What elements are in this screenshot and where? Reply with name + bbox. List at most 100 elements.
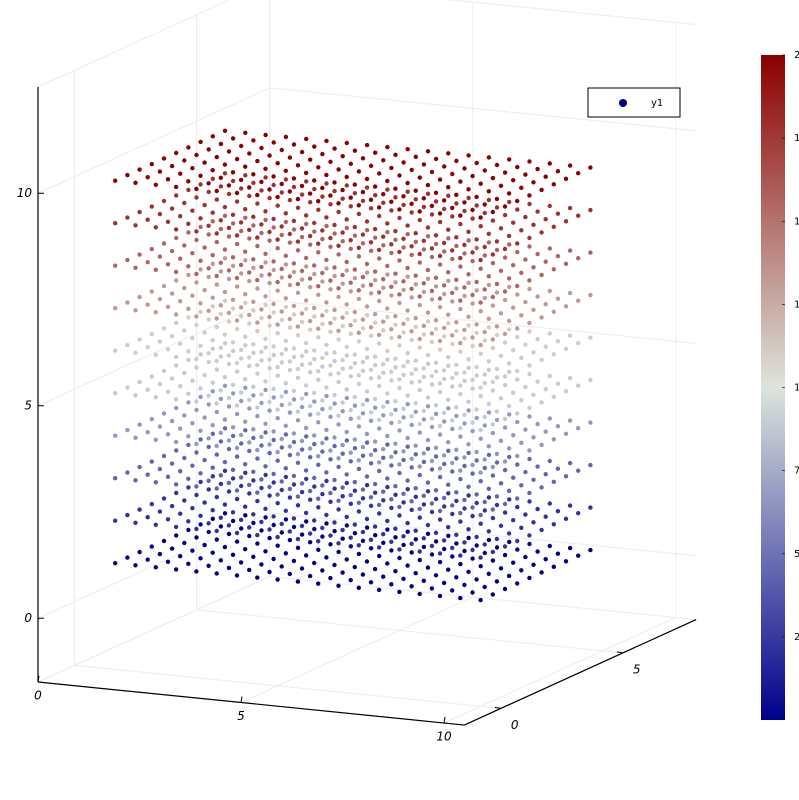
point: [454, 456, 459, 461]
point: [214, 197, 219, 202]
point: [125, 385, 130, 390]
point: [441, 240, 447, 246]
point: [490, 209, 495, 215]
point: [421, 417, 427, 422]
point: [555, 509, 561, 514]
point: [299, 532, 305, 537]
point: [275, 364, 280, 370]
point: [433, 539, 439, 544]
point: [409, 550, 414, 555]
point: [125, 342, 130, 348]
point: [466, 484, 471, 489]
point: [413, 537, 418, 542]
point: [373, 448, 378, 453]
point: [543, 217, 548, 222]
point: [385, 391, 390, 396]
point: [316, 241, 321, 246]
point: [316, 199, 321, 204]
point: [417, 251, 422, 257]
point: [222, 544, 228, 550]
point: [255, 192, 260, 198]
point: [214, 486, 219, 491]
point: [149, 459, 154, 464]
point: [360, 411, 366, 416]
point: [494, 494, 500, 499]
point: [210, 134, 215, 139]
point: [401, 500, 406, 505]
point: [429, 331, 435, 336]
point: [161, 368, 167, 374]
point: [515, 249, 520, 255]
point: [405, 402, 410, 407]
point: [344, 472, 349, 477]
point: [474, 577, 479, 582]
point: [247, 440, 252, 445]
point: [417, 515, 422, 520]
point: [149, 544, 154, 549]
point: [267, 238, 272, 243]
point: [173, 439, 179, 445]
point: [308, 327, 313, 332]
point: [332, 316, 337, 321]
point: [194, 569, 199, 574]
point: [340, 187, 345, 193]
point: [519, 355, 524, 360]
point: [352, 394, 357, 400]
point: [441, 410, 447, 416]
point: [446, 185, 451, 190]
point: [113, 306, 118, 311]
point: [251, 469, 256, 474]
point: [340, 366, 345, 371]
point: [194, 535, 199, 540]
point: [332, 401, 337, 406]
point: [543, 174, 548, 179]
point: [429, 203, 435, 209]
point: [442, 164, 447, 169]
point: [336, 371, 341, 376]
point: [478, 257, 483, 263]
point: [279, 521, 284, 527]
point: [498, 566, 504, 571]
point: [239, 271, 244, 276]
point: [259, 562, 264, 567]
point: [336, 209, 341, 215]
point: [360, 317, 366, 322]
point: [226, 489, 232, 494]
point: [247, 227, 252, 233]
point: [328, 159, 333, 164]
point: [348, 204, 353, 209]
point: [303, 255, 309, 261]
point: [511, 518, 516, 523]
point: [405, 189, 410, 194]
point: [279, 487, 284, 493]
point: [218, 184, 224, 189]
point: [490, 303, 496, 308]
point: [332, 188, 337, 194]
point: [214, 188, 219, 194]
point: [364, 431, 370, 437]
point: [385, 314, 390, 320]
point: [401, 449, 406, 454]
point: [482, 550, 487, 556]
point: [304, 434, 309, 439]
point: [527, 201, 532, 207]
point: [458, 476, 463, 482]
point: [547, 288, 552, 294]
point: [348, 161, 353, 166]
point: [238, 517, 244, 523]
point: [174, 193, 179, 198]
point: [295, 239, 301, 244]
point: [113, 348, 118, 353]
point: [364, 176, 370, 182]
point: [283, 389, 289, 395]
point: [381, 370, 386, 375]
point: [291, 482, 297, 487]
point: [190, 166, 195, 171]
point: [214, 282, 219, 287]
point: [275, 194, 280, 200]
point: [275, 203, 280, 208]
point: [194, 229, 199, 234]
point: [295, 579, 301, 584]
point: [198, 216, 203, 221]
